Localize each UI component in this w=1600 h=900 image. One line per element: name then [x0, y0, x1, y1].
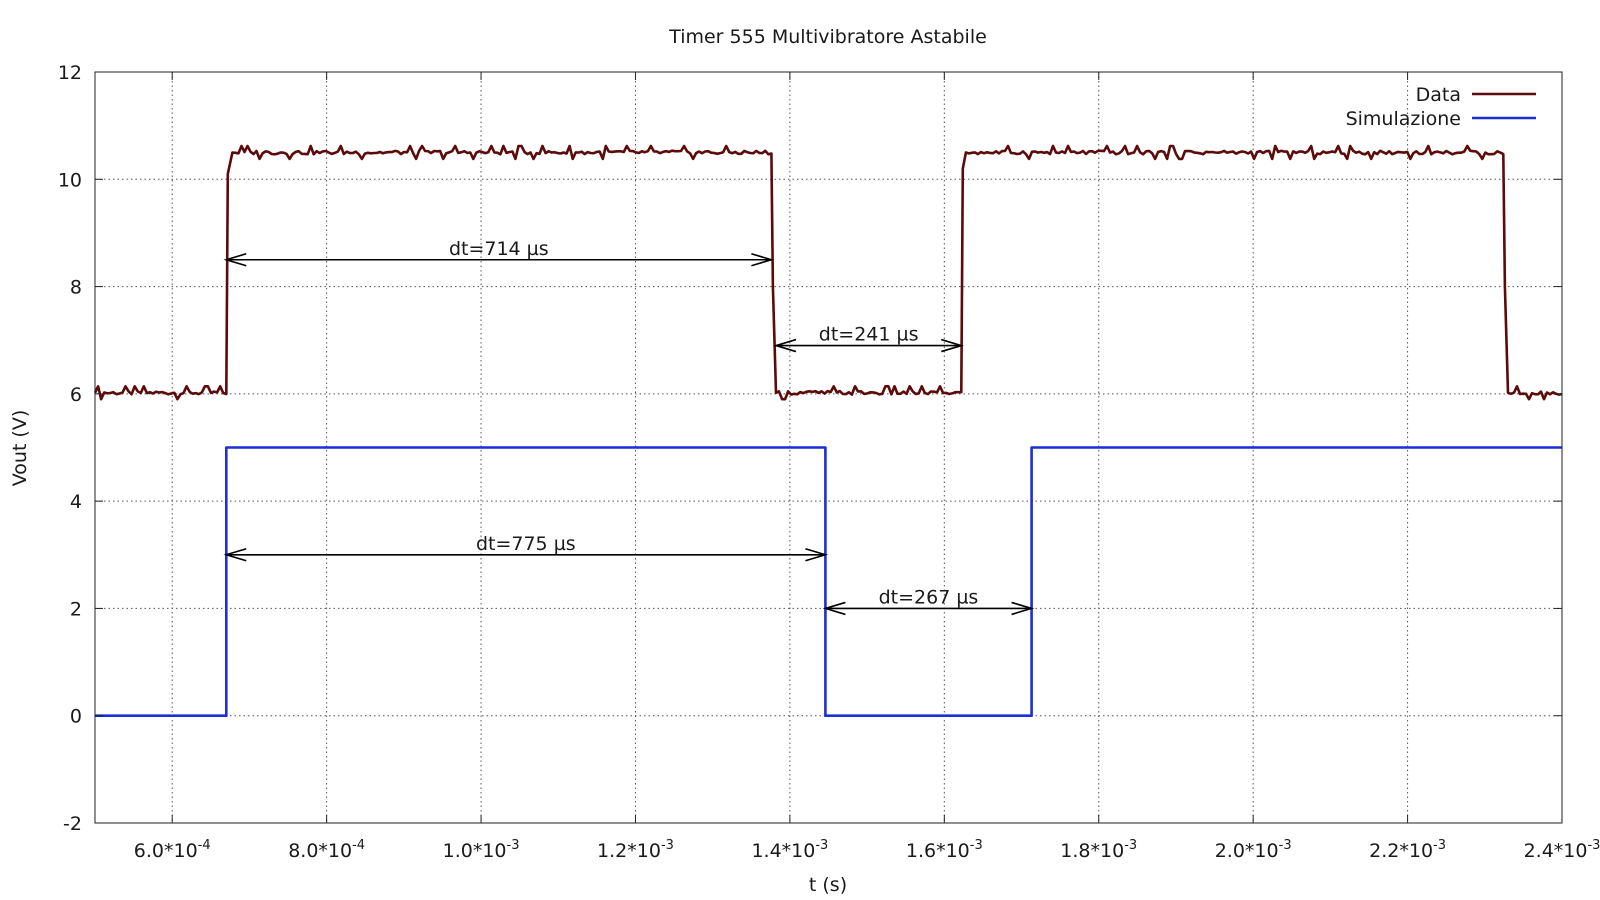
annotation-arrowhead-right-1 [941, 338, 965, 353]
x-tick-label-0: 6.0*10-4 [134, 838, 211, 862]
y-tick-label-1: 0 [70, 706, 82, 728]
y-tick-label-6: 10 [58, 169, 82, 191]
series-layer [93, 144, 1563, 717]
x-tick-label-1: 8.0*10-4 [288, 838, 365, 862]
series-line-data [93, 144, 1563, 401]
y-tick-label-5: 8 [70, 277, 82, 299]
x-tick-label-4: 1.4*10-3 [751, 838, 828, 862]
annotation-arrowhead-left-1 [773, 338, 797, 353]
plot-frame [94, 71, 1563, 824]
annotations: dt=714 µs dt=241 µs dt=775 µs dt=267 µs [223, 238, 1035, 616]
annotation-arrowhead-left-0 [223, 252, 247, 267]
chart-title: Timer 555 Multivibratore Astabile [668, 26, 987, 48]
annotation-1: dt=241 µs [773, 324, 965, 353]
annotation-3: dt=267 µs [822, 586, 1035, 616]
legend-label-simulazione: Simulazione [1346, 108, 1461, 130]
annotation-arrowhead-right-2 [805, 548, 829, 562]
y-axis-ticks: -2 0 2 4 6 8 10 12 [58, 62, 1562, 835]
annotation-0: dt=714 µs [223, 238, 775, 267]
annotation-label-0: dt=714 µs [449, 238, 549, 260]
x-tick-label-3: 1.2*10-3 [597, 838, 674, 862]
annotation-label-2: dt=775 µs [476, 533, 576, 555]
annotation-2: dt=775 µs [223, 533, 829, 562]
y-axis-label: Vout (V) [9, 410, 31, 487]
y-tick-label-7: 12 [58, 62, 82, 84]
x-tick-label-8: 2.2*10-3 [1369, 838, 1446, 862]
annotation-label-1: dt=241 µs [819, 324, 919, 346]
y-tick-label-2: 2 [70, 598, 82, 620]
x-axis-ticks: 6.0*10-4 8.0*10-4 1.0*10-3 1.2*10-3 1.4*10-3… [134, 72, 1600, 862]
x-tick-label-5: 1.6*10-3 [906, 838, 983, 862]
x-tick-label-9: 2.4*10-3 [1524, 838, 1600, 862]
x-tick-label-7: 2.0*10-3 [1215, 838, 1292, 862]
annotation-label-3: dt=267 µs [879, 586, 979, 608]
y-tick-label-3: 4 [70, 491, 82, 513]
series-line-simulazione [95, 446, 1562, 717]
annotation-arrowhead-left-2 [223, 548, 247, 562]
x-tick-label-2: 1.0*10-3 [443, 838, 520, 862]
x-tick-label-6: 1.8*10-3 [1060, 838, 1137, 862]
y-tick-label-0: -2 [63, 813, 82, 835]
annotation-arrowhead-right-3 [1011, 601, 1035, 616]
y-tick-label-4: 6 [70, 384, 82, 406]
annotation-arrowhead-left-3 [822, 601, 846, 616]
annotation-arrowhead-right-0 [751, 252, 775, 267]
x-axis-label: t (s) [809, 874, 847, 896]
legend-label-data: Data [1416, 84, 1461, 106]
